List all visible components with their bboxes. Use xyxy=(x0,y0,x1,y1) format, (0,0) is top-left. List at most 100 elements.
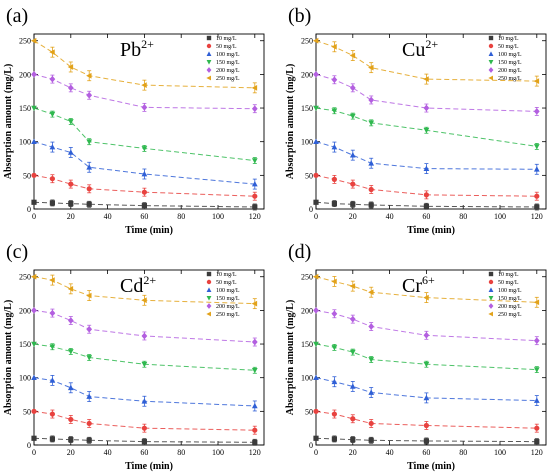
ion-label: Cd2+ xyxy=(120,273,156,297)
ion-label: Cr6+ xyxy=(402,273,435,297)
y-axis-title: Absorption amount (mg/L) xyxy=(3,300,14,416)
legend-entry: 150 mg/L xyxy=(498,296,522,302)
x-tick-label: 60 xyxy=(422,448,430,457)
data-point xyxy=(368,389,375,395)
trend-line xyxy=(33,276,255,305)
series-1 xyxy=(31,408,258,435)
ion-charge: 2+ xyxy=(141,37,154,51)
trend-line xyxy=(315,343,537,371)
legend-marker xyxy=(206,43,212,49)
data-point xyxy=(251,84,258,91)
data-point xyxy=(368,186,374,193)
x-tick-label: 20 xyxy=(349,212,357,221)
x-tick-label: 120 xyxy=(531,212,543,221)
data-point xyxy=(312,37,319,44)
data-point xyxy=(331,378,338,385)
trend-line xyxy=(315,276,537,303)
data-point xyxy=(368,289,374,296)
data-point xyxy=(67,84,74,92)
data-point xyxy=(251,338,258,346)
data-point xyxy=(30,37,37,44)
data-point xyxy=(68,181,74,187)
data-point xyxy=(49,176,56,182)
series-1 xyxy=(313,172,540,201)
data-point xyxy=(67,384,74,391)
legend-marker xyxy=(488,296,494,301)
y-tick-label: 100 xyxy=(301,138,313,147)
data-point xyxy=(86,437,92,443)
data-point xyxy=(349,52,356,59)
data-point xyxy=(141,425,147,431)
data-point xyxy=(313,71,319,78)
data-point xyxy=(31,105,37,112)
series-0 xyxy=(313,435,540,446)
y-tick-label: 0 xyxy=(27,205,31,214)
legend-marker xyxy=(488,75,493,81)
x-tick-label: 80 xyxy=(177,212,185,221)
y-tick-label: 50 xyxy=(305,407,313,416)
legend-entry: 250 mg/L xyxy=(216,76,240,82)
plot-frame xyxy=(33,33,265,210)
x-tick-label: 120 xyxy=(249,448,261,457)
legend-marker xyxy=(488,35,494,41)
legend-entry: 50 mg/L xyxy=(216,44,237,50)
data-point xyxy=(349,113,356,120)
series-2 xyxy=(313,374,540,406)
data-point xyxy=(313,172,319,178)
data-point xyxy=(313,341,319,348)
data-point xyxy=(368,64,374,71)
trend-line xyxy=(33,73,255,110)
data-point xyxy=(31,408,37,414)
series-3 xyxy=(31,341,258,374)
legend-marker xyxy=(206,60,212,65)
legend-entry: 100 mg/L xyxy=(498,288,522,294)
data-point xyxy=(423,394,430,401)
ion-label: Pb2+ xyxy=(120,37,154,61)
data-point xyxy=(86,72,92,79)
series-5 xyxy=(30,273,258,310)
legend-marker xyxy=(206,271,212,277)
legend-entry: 200 mg/L xyxy=(216,68,240,74)
data-point xyxy=(86,91,93,99)
x-axis-title: Time (min) xyxy=(125,225,173,236)
data-point xyxy=(533,166,540,172)
x-axis-title: Time (min) xyxy=(125,461,173,472)
data-point xyxy=(141,297,147,304)
data-point xyxy=(141,398,148,404)
data-point xyxy=(141,361,148,368)
data-point xyxy=(31,172,37,178)
data-point xyxy=(533,367,540,373)
y-tick-label: 150 xyxy=(301,104,313,113)
series-0 xyxy=(31,435,258,446)
data-point xyxy=(350,437,356,443)
legend-entry: 200 mg/L xyxy=(498,68,522,74)
data-point xyxy=(49,377,56,383)
x-tick-label: 40 xyxy=(386,212,394,221)
y-tick-label: 100 xyxy=(19,374,31,383)
legend-marker xyxy=(488,287,494,292)
data-point xyxy=(534,439,540,445)
plot-frame xyxy=(33,269,265,446)
data-point xyxy=(141,170,148,177)
y-tick-label: 250 xyxy=(301,37,313,46)
legend-marker xyxy=(488,60,494,65)
plot-frame xyxy=(315,33,547,210)
trend-line xyxy=(315,73,537,112)
legend-marker xyxy=(488,303,494,309)
data-point xyxy=(31,435,37,441)
legend-entry: 150 mg/L xyxy=(216,296,240,302)
trend-line xyxy=(315,174,537,197)
legend-entry: 100 mg/L xyxy=(216,52,240,58)
series-5 xyxy=(30,37,258,94)
trend-line xyxy=(315,40,537,82)
data-point xyxy=(141,103,148,111)
x-tick-label: 120 xyxy=(531,448,543,457)
legend-entry: 10 mg/L xyxy=(216,36,237,42)
trend-line xyxy=(315,141,537,170)
series-5 xyxy=(312,37,540,87)
panel-d: 0 20 40 60 80 100 120 0 50 100 150 200 250 Time (min)… xyxy=(285,241,547,472)
trend-line xyxy=(33,437,255,443)
y-tick-label: 50 xyxy=(23,171,31,180)
data-point xyxy=(313,374,319,381)
legend-marker xyxy=(206,279,212,285)
